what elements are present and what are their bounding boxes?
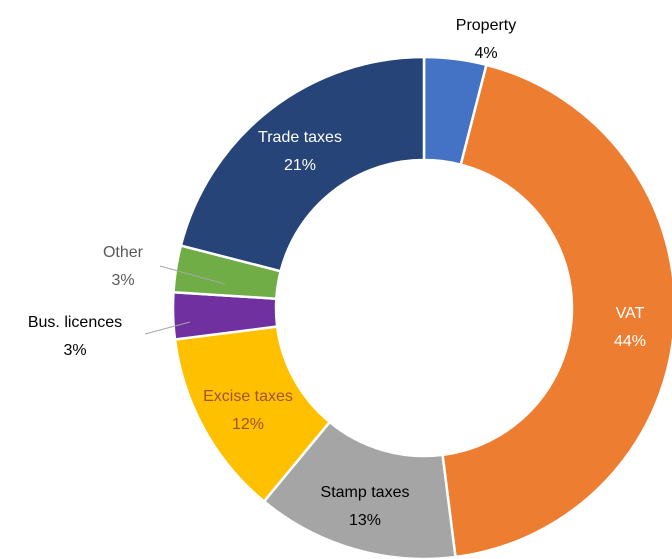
slice-value-label: 4% — [474, 45, 497, 62]
slice-label: Other — [103, 244, 144, 261]
slice-label: Bus. licences — [28, 314, 122, 331]
slice-value-label: 3% — [63, 342, 86, 359]
slice-label: Stamp taxes — [321, 484, 410, 501]
slice-label: Trade taxes — [258, 129, 342, 146]
slice-label: Excise taxes — [203, 388, 293, 405]
slice-value-label: 44% — [614, 333, 646, 350]
leader-line — [144, 321, 191, 335]
slice-label: VAT — [616, 305, 645, 322]
slice-value-label: 12% — [232, 416, 264, 433]
leader-line — [159, 265, 226, 285]
slice-label: Property — [456, 17, 516, 34]
slice-value-label: 21% — [284, 157, 316, 174]
donut-slice — [441, 63, 672, 559]
donut-slice — [179, 55, 426, 273]
slice-value-label: 3% — [111, 272, 134, 289]
slice-value-label: 13% — [349, 512, 381, 529]
